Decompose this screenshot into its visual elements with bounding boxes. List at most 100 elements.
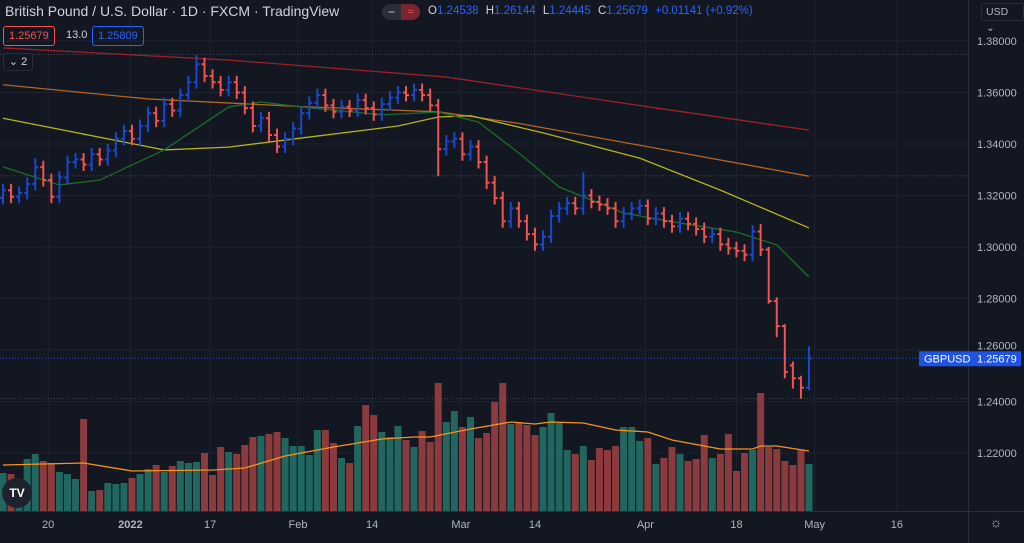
ohlc-bar [451,132,458,148]
tradingview-logo[interactable]: TV [2,478,32,508]
ohlc-bar [16,186,23,204]
volume-bar [192,462,200,511]
volume-bar [55,472,63,511]
volume-bar [684,461,692,511]
volume-bar [781,461,789,511]
ohlc-bar [765,247,772,304]
hide-icon[interactable]: − [387,5,395,19]
price-tick-label: 1.28000 [977,294,1017,306]
low-value: 1.24445 [549,5,591,17]
volume-bar [466,417,474,511]
volume-bar [297,446,305,511]
volume-bar [628,427,636,511]
ohlc-bar [773,297,780,338]
approx-icon[interactable]: ≈ [401,4,420,20]
ohlc-bar [459,132,466,161]
sell-price-button[interactable]: 1.25679 [3,26,55,46]
time-tick-label: 17 [204,519,216,531]
price-tick-label: 1.22000 [977,448,1017,460]
time-tick-label: 2022 [118,519,142,531]
volume-bar [491,402,499,511]
time-tick-label: Feb [289,519,308,531]
volume-bar [225,452,233,511]
ohlc-bar [652,207,659,226]
ohlc-bar [411,83,418,102]
ohlc-bar [201,57,208,83]
volume-bar [313,430,321,511]
time-tick-label: May [804,519,825,531]
volume-bar [39,461,47,511]
visibility-toggle[interactable]: − ≈ [382,4,420,20]
buy-price-button[interactable]: 1.25809 [92,26,144,46]
price-tick-label: 1.24000 [977,397,1017,409]
volume-bar [749,450,757,511]
volume-bar [620,427,628,511]
volume-bar [152,465,160,511]
ohlc-bar [153,106,160,128]
ohlc-bar [668,214,675,233]
ohlc-bar [725,237,732,255]
volume-bar [716,454,724,511]
ohlc-bar [161,97,168,128]
ohlc-bar [733,241,740,258]
ohlc-bar [483,155,490,190]
volume-pane [0,383,813,511]
chevron-down-icon: ⌄ [8,56,19,68]
time-tick-label: Apr [637,519,654,531]
ohlc-bar [588,189,595,209]
volume-bar [523,425,531,511]
ohlc-bar [338,100,345,119]
price-tick-label: 1.38000 [977,36,1017,48]
volume-bar [31,454,39,511]
ohlc-bar [32,158,39,191]
ohlc-bar [386,91,393,111]
volume-bar [112,484,120,511]
volume-bar [72,479,80,511]
volume-bar [386,437,394,511]
low-label: L [542,5,550,17]
indicator-count: 2 [21,56,28,68]
time-tick-label: 20 [42,519,54,531]
volume-bar [604,450,611,511]
ohlc-bar [257,111,264,133]
ohlc-bar [580,172,587,215]
volume-bar [394,426,402,511]
ohlc-bar [467,140,474,161]
volume-bar [201,453,208,511]
ohlc-bar [112,132,119,157]
volume-bar [378,432,386,511]
time-tick-label: Mar [451,519,470,531]
currency-dropdown[interactable]: USD ⌄ [981,3,1024,34]
grid [0,0,968,511]
ohlc-bar [96,147,103,166]
volume-bar [249,437,257,511]
volume-bar [708,458,716,511]
ohlc-bars [0,55,812,399]
ohlc-bar [241,86,248,115]
ohlc-bar [789,361,796,389]
volume-bar [144,469,152,511]
volume-bar [595,448,603,511]
ohlc-bar [282,132,289,154]
ohlc-bar [781,324,788,379]
ohlc-bar [290,122,297,146]
last-price-badge [919,351,1021,367]
indicators-collapse-button[interactable]: ⌄ 2 [3,53,33,71]
ohlc-bar [314,88,321,110]
ohlc-bar [677,212,684,233]
ohlc-bar [306,96,313,120]
volume-bar [757,393,765,511]
ohlc-bar [507,201,514,228]
ohlc-bar [717,227,724,251]
ohlc-bar [757,223,764,257]
volume-bar [120,483,128,511]
gear-icon[interactable]: ☼ [989,514,1003,530]
volume-bar [47,463,55,511]
ohlc-bar [620,207,627,228]
ohlc-bar [394,86,401,105]
ohlc-bar [556,201,563,223]
volume-bar [209,475,217,511]
ohlc-bar [145,106,152,133]
change-value: +0.01141 (+0.92%) [655,5,753,17]
